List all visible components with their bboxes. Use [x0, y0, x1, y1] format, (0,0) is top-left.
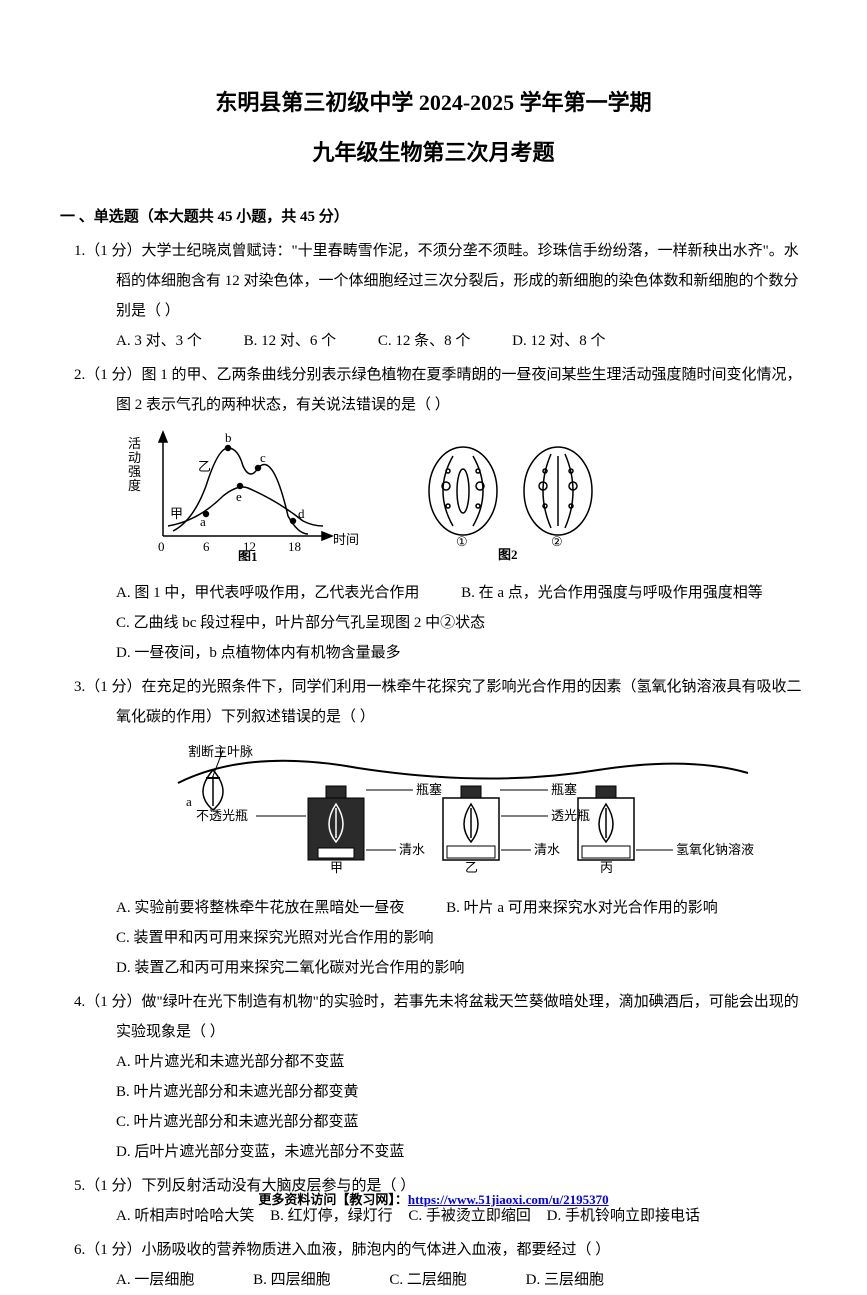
axis-x-label: 时间 [333, 532, 359, 547]
q3-choice-d: D. 装置乙和丙可用来探究二氧化碳对光合作用的影响 [116, 953, 464, 983]
jar-yi: 乙 [465, 860, 478, 875]
q1-choice-b: B. 12 对、6 个 [244, 326, 337, 356]
caption-fig2: 图2 [498, 547, 518, 561]
label-c: c [260, 450, 266, 465]
q4-choice-c: C. 叶片遮光部分和未遮光部分都变蓝 [116, 1107, 807, 1137]
footer-text: 更多资料访问【教习网】： [258, 1192, 408, 1207]
q2-choice-d: D. 一昼夜间，b 点植物体内有机物含量最多 [116, 638, 401, 668]
q1-choice-a: A. 3 对、3 个 [116, 326, 202, 356]
q3-choice-a: A. 实验前要将整株牵牛花放在黑暗处一昼夜 [116, 893, 404, 923]
footer: 更多资料访问【教习网】：https://www.51jiaoxi.com/u/2… [0, 1189, 867, 1208]
question-3: 3.（1 分）在充足的光照条件下，同学们利用一株牵牛花探究了影响光合作用的因素（… [60, 672, 807, 983]
label-e: e [236, 489, 242, 504]
question-1: 1.（1 分）大学士纪晓岚曾赋诗："十里春畴雪作泥，不须分垄不须畦。珍珠信手纷纷… [60, 236, 807, 356]
title-sub: 九年级生物第三次月考题 [60, 135, 807, 167]
q4-choice-b: B. 叶片遮光部分和未遮光部分都变黄 [116, 1077, 807, 1107]
q2-figure: 活动强度 0 6 12 18 时间 甲 乙 a b c d e 图1 [128, 426, 807, 572]
q4-stem: 4.（1 分）做"绿叶在光下制造有机物"的实验时，若事先未将盆栽天竺葵做暗处理，… [60, 987, 807, 1047]
label-jia: 甲 [170, 506, 183, 521]
water-label-2: 清水 [534, 842, 560, 857]
q6-stem: 6.（1 分）小肠吸收的营养物质进入血液，肺泡内的气体进入血液，都要经过（ ） [60, 1235, 807, 1265]
q2-stem: 2.（1 分）图 1 的甲、乙两条曲线分别表示绿色植物在夏季晴朗的一昼夜间某些生… [60, 360, 807, 420]
label-d: d [298, 506, 305, 521]
stoma-label-2: ② [551, 534, 563, 549]
stoma-label-1: ① [456, 534, 468, 549]
opaque-label: 不透光瓶 [196, 808, 248, 823]
q1-stem: 1.（1 分）大学士纪晓岚曾赋诗："十里春畴雪作泥，不须分垄不须畦。珍珠信手纷纷… [60, 236, 807, 326]
title-main: 东明县第三初级中学 2024-2025 学年第一学期 [60, 85, 807, 117]
footer-link[interactable]: https://www.51jiaoxi.com/u/2195370 [408, 1192, 609, 1207]
jar-jia: 甲 [330, 860, 343, 875]
axis-y-label: 活动强度 [128, 436, 141, 493]
jar-bing: 丙 [600, 860, 613, 875]
q3-choice-c: C. 装置甲和丙可用来探究光照对光合作用的影响 [116, 923, 434, 953]
q6-choice-b: B. 四层细胞 [253, 1265, 331, 1295]
q2-choice-b: B. 在 a 点，光合作用强度与呼吸作用强度相等 [461, 578, 763, 608]
xtick-18: 18 [288, 539, 301, 554]
xtick-6: 6 [203, 539, 210, 554]
water-label-1: 清水 [399, 842, 425, 857]
q6-choice-d: D. 三层细胞 [526, 1265, 604, 1295]
q1-choice-c: C. 12 条、8 个 [378, 326, 471, 356]
caption-fig1: 图1 [238, 549, 258, 561]
question-2: 2.（1 分）图 1 的甲、乙两条曲线分别表示绿色植物在夏季晴朗的一昼夜间某些生… [60, 360, 807, 668]
label-b: b [225, 430, 232, 445]
xtick-0: 0 [158, 539, 165, 554]
q4-choice-a: A. 叶片遮光和未遮光部分都不变蓝 [116, 1047, 807, 1077]
label-yi: 乙 [198, 459, 211, 474]
q6-choice-c: C. 二层细胞 [389, 1265, 467, 1295]
question-6: 6.（1 分）小肠吸收的营养物质进入血液，肺泡内的气体进入血液，都要经过（ ） … [60, 1235, 807, 1295]
leaf-a-label: a [186, 794, 192, 809]
q2-choice-a: A. 图 1 中，甲代表呼吸作用，乙代表光合作用 [116, 578, 419, 608]
q3-choice-b: B. 叶片 a 可用来探究水对光合作用的影响 [446, 893, 718, 923]
q6-choice-a: A. 一层细胞 [116, 1265, 194, 1295]
q2-choice-c: C. 乙曲线 bc 段过程中，叶片部分气孔呈现图 2 中②状态 [116, 608, 485, 638]
cork-label-1: 瓶塞 [416, 782, 442, 797]
question-4: 4.（1 分）做"绿叶在光下制造有机物"的实验时，若事先未将盆栽天竺葵做暗处理，… [60, 987, 807, 1167]
q1-choice-d: D. 12 对、8 个 [512, 326, 605, 356]
cork-label-2: 瓶塞 [551, 782, 577, 797]
label-a: a [200, 514, 206, 529]
section-header: 一 、单选题（本大题共 45 小题，共 45 分） [60, 205, 807, 226]
clear-label: 透光瓶 [551, 808, 590, 823]
q3-figure: a 割断主叶脉 [128, 738, 807, 887]
q3-stem: 3.（1 分）在充足的光照条件下，同学们利用一株牵牛花探究了影响光合作用的因素（… [60, 672, 807, 732]
naoh-label: 氢氧化钠溶液 [676, 842, 754, 857]
q4-choice-d: D. 后叶片遮光部分变蓝，未遮光部分不变蓝 [116, 1137, 807, 1167]
